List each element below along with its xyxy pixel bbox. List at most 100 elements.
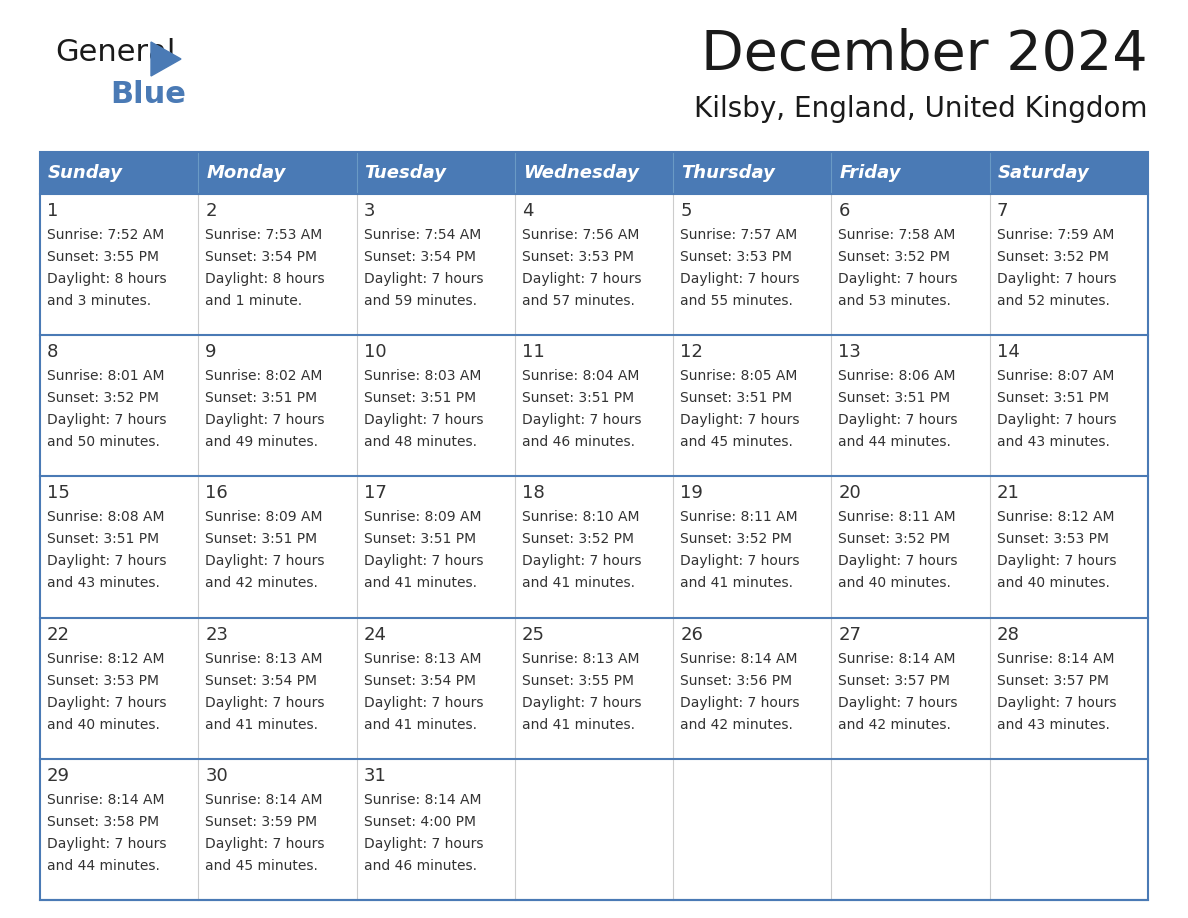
Text: Daylight: 7 hours: Daylight: 7 hours: [522, 696, 642, 710]
Text: Sunset: 3:51 PM: Sunset: 3:51 PM: [364, 532, 475, 546]
Text: and 44 minutes.: and 44 minutes.: [48, 859, 160, 873]
Text: Daylight: 7 hours: Daylight: 7 hours: [839, 696, 958, 710]
Text: and 45 minutes.: and 45 minutes.: [681, 435, 794, 449]
Text: Sunset: 3:52 PM: Sunset: 3:52 PM: [48, 391, 159, 405]
Text: Sunset: 3:55 PM: Sunset: 3:55 PM: [522, 674, 634, 688]
Text: 12: 12: [681, 343, 703, 361]
Text: Sunrise: 8:13 AM: Sunrise: 8:13 AM: [206, 652, 323, 666]
Text: 29: 29: [48, 767, 70, 785]
Text: and 59 minutes.: and 59 minutes.: [364, 294, 476, 308]
Text: Sunrise: 8:04 AM: Sunrise: 8:04 AM: [522, 369, 639, 383]
Text: Sunset: 3:51 PM: Sunset: 3:51 PM: [364, 391, 475, 405]
Text: Sunset: 3:51 PM: Sunset: 3:51 PM: [839, 391, 950, 405]
Text: Sunset: 3:53 PM: Sunset: 3:53 PM: [997, 532, 1108, 546]
Text: Sunrise: 8:08 AM: Sunrise: 8:08 AM: [48, 510, 164, 524]
Text: Daylight: 7 hours: Daylight: 7 hours: [522, 554, 642, 568]
Text: General: General: [55, 38, 176, 67]
Text: Sunset: 3:51 PM: Sunset: 3:51 PM: [206, 391, 317, 405]
Text: Sunrise: 7:57 AM: Sunrise: 7:57 AM: [681, 228, 797, 242]
Text: Wednesday: Wednesday: [523, 164, 639, 182]
Text: Sunset: 3:51 PM: Sunset: 3:51 PM: [522, 391, 634, 405]
Text: Daylight: 7 hours: Daylight: 7 hours: [364, 413, 484, 427]
Text: and 41 minutes.: and 41 minutes.: [206, 718, 318, 732]
Text: Sunrise: 8:06 AM: Sunrise: 8:06 AM: [839, 369, 956, 383]
Text: 15: 15: [48, 485, 70, 502]
Text: and 46 minutes.: and 46 minutes.: [522, 435, 634, 449]
Text: 21: 21: [997, 485, 1019, 502]
Text: Sunrise: 7:59 AM: Sunrise: 7:59 AM: [997, 228, 1114, 242]
Text: 25: 25: [522, 625, 545, 644]
Text: Sunrise: 8:12 AM: Sunrise: 8:12 AM: [997, 510, 1114, 524]
Text: Sunrise: 8:14 AM: Sunrise: 8:14 AM: [364, 793, 481, 807]
Text: Daylight: 7 hours: Daylight: 7 hours: [206, 554, 324, 568]
Text: and 57 minutes.: and 57 minutes.: [522, 294, 634, 308]
Text: Sunset: 3:59 PM: Sunset: 3:59 PM: [206, 815, 317, 829]
Text: Daylight: 8 hours: Daylight: 8 hours: [206, 272, 324, 286]
Text: Sunrise: 7:54 AM: Sunrise: 7:54 AM: [364, 228, 481, 242]
Text: Sunrise: 8:11 AM: Sunrise: 8:11 AM: [839, 510, 956, 524]
Text: and 43 minutes.: and 43 minutes.: [997, 435, 1110, 449]
Text: Daylight: 7 hours: Daylight: 7 hours: [48, 413, 166, 427]
Bar: [40, 152, 1148, 194]
Text: and 41 minutes.: and 41 minutes.: [522, 718, 634, 732]
Text: Sunset: 3:51 PM: Sunset: 3:51 PM: [206, 532, 317, 546]
Text: Daylight: 7 hours: Daylight: 7 hours: [48, 837, 166, 851]
Text: Sunrise: 7:53 AM: Sunrise: 7:53 AM: [206, 228, 322, 242]
Text: 11: 11: [522, 343, 544, 361]
Text: Daylight: 7 hours: Daylight: 7 hours: [839, 272, 958, 286]
Text: Daylight: 7 hours: Daylight: 7 hours: [839, 413, 958, 427]
Text: Sunset: 3:51 PM: Sunset: 3:51 PM: [681, 391, 792, 405]
Text: Sunrise: 8:10 AM: Sunrise: 8:10 AM: [522, 510, 639, 524]
Text: Daylight: 7 hours: Daylight: 7 hours: [681, 554, 800, 568]
Text: Monday: Monday: [207, 164, 285, 182]
Text: Sunrise: 7:58 AM: Sunrise: 7:58 AM: [839, 228, 956, 242]
Bar: [40, 759, 1148, 900]
Text: Daylight: 7 hours: Daylight: 7 hours: [206, 696, 324, 710]
Text: 18: 18: [522, 485, 544, 502]
Text: Daylight: 7 hours: Daylight: 7 hours: [681, 272, 800, 286]
Text: 5: 5: [681, 202, 691, 220]
Text: Daylight: 7 hours: Daylight: 7 hours: [997, 696, 1117, 710]
Text: and 48 minutes.: and 48 minutes.: [364, 435, 476, 449]
Text: and 43 minutes.: and 43 minutes.: [997, 718, 1110, 732]
Text: and 42 minutes.: and 42 minutes.: [839, 718, 952, 732]
Text: and 46 minutes.: and 46 minutes.: [364, 859, 476, 873]
Text: Sunset: 3:57 PM: Sunset: 3:57 PM: [997, 674, 1108, 688]
Text: 14: 14: [997, 343, 1019, 361]
Text: and 42 minutes.: and 42 minutes.: [681, 718, 794, 732]
Text: 23: 23: [206, 625, 228, 644]
Text: and 40 minutes.: and 40 minutes.: [48, 718, 160, 732]
Text: and 43 minutes.: and 43 minutes.: [48, 577, 160, 590]
Bar: [40, 194, 1148, 335]
Text: 8: 8: [48, 343, 58, 361]
Text: and 50 minutes.: and 50 minutes.: [48, 435, 160, 449]
Text: Daylight: 7 hours: Daylight: 7 hours: [206, 837, 324, 851]
Text: Sunrise: 8:14 AM: Sunrise: 8:14 AM: [997, 652, 1114, 666]
Text: 13: 13: [839, 343, 861, 361]
Text: Sunrise: 8:09 AM: Sunrise: 8:09 AM: [206, 510, 323, 524]
Text: Daylight: 7 hours: Daylight: 7 hours: [681, 696, 800, 710]
Text: Sunset: 3:54 PM: Sunset: 3:54 PM: [364, 674, 475, 688]
Text: and 41 minutes.: and 41 minutes.: [681, 577, 794, 590]
Text: 1: 1: [48, 202, 58, 220]
Text: and 41 minutes.: and 41 minutes.: [364, 718, 476, 732]
Text: 24: 24: [364, 625, 386, 644]
Text: Sunrise: 8:01 AM: Sunrise: 8:01 AM: [48, 369, 164, 383]
Text: Sunset: 3:53 PM: Sunset: 3:53 PM: [48, 674, 159, 688]
Text: Daylight: 7 hours: Daylight: 7 hours: [364, 272, 484, 286]
Text: Sunset: 3:54 PM: Sunset: 3:54 PM: [206, 674, 317, 688]
Bar: [40, 476, 1148, 618]
Text: 17: 17: [364, 485, 386, 502]
Text: Sunset: 3:56 PM: Sunset: 3:56 PM: [681, 674, 792, 688]
Text: Sunset: 3:54 PM: Sunset: 3:54 PM: [206, 250, 317, 264]
Text: Daylight: 8 hours: Daylight: 8 hours: [48, 272, 166, 286]
Text: Sunrise: 8:13 AM: Sunrise: 8:13 AM: [364, 652, 481, 666]
Text: Sunrise: 8:12 AM: Sunrise: 8:12 AM: [48, 652, 164, 666]
Text: 9: 9: [206, 343, 216, 361]
Text: Daylight: 7 hours: Daylight: 7 hours: [997, 413, 1117, 427]
Text: 30: 30: [206, 767, 228, 785]
Text: Sunset: 3:53 PM: Sunset: 3:53 PM: [522, 250, 634, 264]
Text: Sunrise: 8:14 AM: Sunrise: 8:14 AM: [681, 652, 797, 666]
Text: 10: 10: [364, 343, 386, 361]
Text: Sunrise: 8:14 AM: Sunrise: 8:14 AM: [48, 793, 164, 807]
